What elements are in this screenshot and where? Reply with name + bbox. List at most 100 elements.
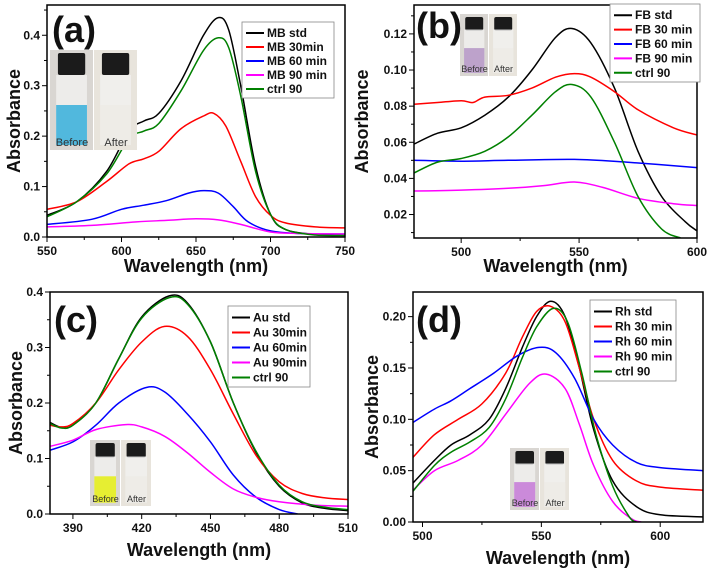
vial-cap-icon xyxy=(126,443,146,458)
legend-label: ctrl 90 xyxy=(253,371,289,385)
x-tick-label: 600 xyxy=(687,245,707,259)
legend-label: Rh 90 min xyxy=(615,350,672,364)
vial-label-before: Before xyxy=(461,64,488,74)
y-axis-label: Absorbance xyxy=(4,69,24,173)
legend-label: ctrl 90 xyxy=(615,365,651,379)
series-line-ctrl-90 xyxy=(414,83,681,238)
series-line-fb-90-min xyxy=(414,181,697,207)
series-line-rh-60-min xyxy=(413,346,703,472)
y-tick-label: 0.4 xyxy=(23,28,40,42)
legend-label: Au 90min xyxy=(253,356,307,370)
panel-d: 500 550 600 0.00 0.05 0.10 0.15 0.20 Wavelength … xyxy=(362,291,704,568)
x-tick-label: 500 xyxy=(451,245,471,259)
legend-label: Au 30min xyxy=(253,326,307,340)
panel-a: 550 600 650 700 750 0.0 0.1 0.2 0.3 0.4 Wavelength… xyxy=(4,4,355,276)
y-tick-label: 0.10 xyxy=(383,412,407,426)
series-line-ctrl-90 xyxy=(413,307,637,522)
x-tick-label: 500 xyxy=(412,529,432,543)
legend-box xyxy=(227,305,311,388)
vial-cap-icon xyxy=(494,17,513,31)
x-tick-label: 420 xyxy=(132,521,152,535)
x-tick-label: 450 xyxy=(200,521,220,535)
legend-label: FB std xyxy=(635,8,672,22)
y-tick-label: 0.3 xyxy=(26,341,43,355)
series-line-rh-90-min xyxy=(413,373,642,522)
legend-label: Au std xyxy=(253,311,290,325)
y-tick-label: 0.2 xyxy=(23,129,40,143)
x-axis-label: Wavelength (nm) xyxy=(483,256,627,276)
y-tick-label: 0.2 xyxy=(26,396,43,410)
y-tick-label: 0.02 xyxy=(384,208,408,222)
legend-label: FB 30 min xyxy=(635,23,692,37)
vial-liquid xyxy=(125,476,148,503)
x-tick-label: 700 xyxy=(260,244,280,258)
legend-label: Rh 60 min xyxy=(615,335,672,349)
panel-label: (b) xyxy=(416,5,462,46)
inset-photo: Before After xyxy=(460,14,517,76)
y-axis-label: Absorbance xyxy=(362,355,382,459)
legend-label: FB 60 min xyxy=(635,37,692,51)
x-axis-label: Wavelength (nm) xyxy=(486,548,630,568)
vial-label-after: After xyxy=(104,137,128,149)
panel-b: 500 550 600 0.02 0.04 0.06 0.08 0.10 0.12 Wavelen… xyxy=(352,3,707,276)
inset-photo: Before After xyxy=(50,50,137,150)
vial-liquid xyxy=(56,105,87,145)
vial-liquid xyxy=(94,476,117,503)
y-tick-label: 0.1 xyxy=(23,180,40,194)
y-tick-label: 0.06 xyxy=(384,135,408,149)
inset-photo: Before After xyxy=(90,440,151,506)
legend-label: MB 60 min xyxy=(267,54,327,68)
plot-frame xyxy=(412,291,704,523)
y-tick-label: 0.1 xyxy=(26,452,43,466)
x-tick-label: 600 xyxy=(650,529,670,543)
y-tick-label: 0.08 xyxy=(384,99,408,113)
panel-label: (a) xyxy=(52,9,96,50)
vial-cap-icon xyxy=(101,53,130,75)
legend-label: MB std xyxy=(267,26,307,40)
series-line-au-90min xyxy=(50,423,348,507)
x-tick-label: 650 xyxy=(186,244,206,258)
panel-label: (c) xyxy=(54,299,98,340)
vial-cap-icon xyxy=(515,451,534,465)
y-tick-label: 0.0 xyxy=(23,230,40,244)
y-tick-label: 0.3 xyxy=(23,79,40,93)
x-tick-label: 510 xyxy=(338,521,358,535)
vial-liquid xyxy=(514,482,536,507)
y-tick-label: 0.12 xyxy=(384,27,408,41)
vial-label-before: Before xyxy=(512,498,539,508)
y-tick-label: 0.20 xyxy=(383,310,407,324)
legend-label: MB 30min xyxy=(267,40,324,54)
legend-label: ctrl 90 xyxy=(635,66,671,80)
x-tick-label: 550 xyxy=(37,244,57,258)
panel-label: (d) xyxy=(416,299,462,340)
series-line-ctrl-90 xyxy=(47,36,345,237)
vial-label-before: Before xyxy=(92,494,119,504)
vial-label-after: After xyxy=(494,64,513,74)
series-line-mb-30min xyxy=(47,112,345,229)
panel-c: 390 420 450 480 510 0.0 0.1 0.2 0.3 0.4 Wavelength… xyxy=(6,285,358,560)
legend-label: Rh 30 min xyxy=(615,320,672,334)
y-tick-label: 0.10 xyxy=(384,63,408,77)
series-line-ctrl-90 xyxy=(50,295,348,511)
legend-label: Au 60min xyxy=(253,341,307,355)
inset-photo: Before After xyxy=(510,448,569,510)
legend-label: MB 90 min xyxy=(267,68,327,82)
vial-label-after: After xyxy=(545,498,564,508)
plot-frame xyxy=(413,4,698,239)
x-tick-label: 750 xyxy=(335,244,355,258)
x-axis-label: Wavelength (nm) xyxy=(127,540,271,560)
vial-cap-icon xyxy=(465,17,484,31)
y-tick-label: 0.4 xyxy=(26,285,43,299)
y-axis-label: Absorbance xyxy=(352,69,372,173)
vial-cap-icon xyxy=(57,53,86,75)
vial-label-after: After xyxy=(127,494,146,504)
legend-label: Rh std xyxy=(615,305,652,319)
series-line-mb-60-min xyxy=(47,189,345,235)
vial-label-before: Before xyxy=(56,137,88,149)
x-tick-label: 480 xyxy=(269,521,289,535)
x-tick-label: 550 xyxy=(531,529,551,543)
